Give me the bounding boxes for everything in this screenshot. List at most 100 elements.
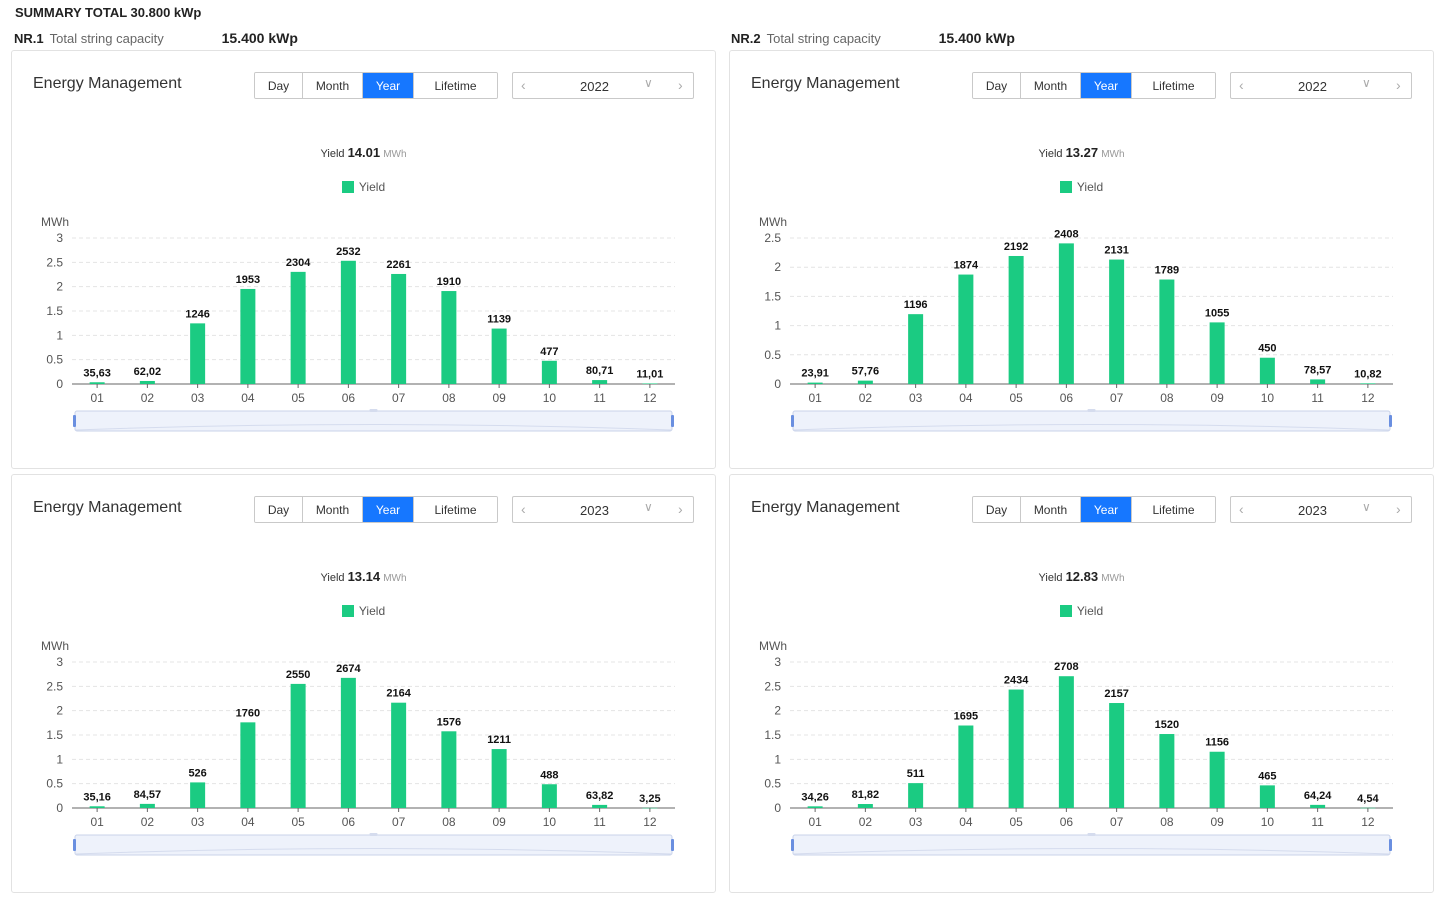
zoom-handle-left[interactable]	[791, 839, 794, 851]
zoom-handle-left[interactable]	[73, 415, 76, 427]
zoom-move-handle[interactable]	[369, 409, 378, 412]
bar[interactable]	[340, 260, 356, 384]
tab-day[interactable]: Day	[973, 497, 1021, 522]
bar[interactable]	[290, 271, 306, 384]
bar[interactable]	[857, 804, 873, 808]
bar[interactable]	[1259, 785, 1275, 808]
zoom-handle-left[interactable]	[73, 839, 76, 851]
bar[interactable]	[958, 725, 974, 808]
chevron-right-icon[interactable]: ›	[1396, 77, 1401, 93]
chevron-down-icon[interactable]: ∨	[644, 500, 653, 514]
bar[interactable]	[441, 731, 457, 808]
chevron-down-icon[interactable]: ∨	[644, 76, 653, 90]
tab-year[interactable]: Year	[363, 497, 414, 522]
bar[interactable]	[1209, 751, 1225, 808]
bar[interactable]	[89, 382, 105, 384]
bar[interactable]	[491, 328, 507, 384]
year-value[interactable]: 2022	[1298, 79, 1327, 94]
bar[interactable]	[190, 782, 206, 808]
bar[interactable]	[139, 803, 155, 808]
bar[interactable]	[290, 683, 306, 808]
zoom-move-handle[interactable]	[369, 833, 378, 836]
tab-year[interactable]: Year	[1081, 497, 1132, 522]
tab-month[interactable]: Month	[1021, 497, 1081, 522]
year-picker[interactable]: ‹ 2022 ∨ ›	[1230, 72, 1412, 99]
bar[interactable]	[1310, 804, 1326, 808]
bar[interactable]	[592, 380, 608, 384]
zoom-handle-right[interactable]	[1389, 839, 1392, 851]
chart-legend[interactable]: Yield	[730, 180, 1433, 194]
zoom-slider-track[interactable]	[74, 834, 673, 856]
chevron-left-icon[interactable]: ‹	[1239, 501, 1244, 517]
bar[interactable]	[1159, 734, 1175, 808]
chart-legend[interactable]: Yield	[12, 604, 715, 618]
bar[interactable]	[541, 784, 557, 808]
bar[interactable]	[642, 383, 658, 384]
year-picker[interactable]: ‹ 2022 ∨ ›	[512, 72, 694, 99]
bar[interactable]	[441, 291, 457, 384]
zoom-handle-right[interactable]	[1389, 415, 1392, 427]
zoom-slider-track[interactable]	[792, 410, 1391, 432]
tab-day[interactable]: Day	[973, 73, 1021, 98]
year-picker[interactable]: ‹ 2023 ∨ ›	[512, 496, 694, 523]
chevron-left-icon[interactable]: ‹	[1239, 77, 1244, 93]
bar[interactable]	[908, 783, 924, 808]
bar[interactable]	[340, 677, 356, 808]
chevron-down-icon[interactable]: ∨	[1362, 500, 1371, 514]
zoom-move-handle[interactable]	[1087, 833, 1096, 836]
bar[interactable]	[1058, 243, 1074, 384]
bar[interactable]	[807, 382, 823, 384]
bar[interactable]	[1360, 383, 1376, 384]
bar[interactable]	[1058, 676, 1074, 808]
bar[interactable]	[391, 273, 407, 384]
bar[interactable]	[240, 722, 256, 808]
year-value[interactable]: 2023	[1298, 503, 1327, 518]
zoom-handle-left[interactable]	[791, 415, 794, 427]
year-picker[interactable]: ‹ 2023 ∨ ›	[1230, 496, 1412, 523]
bar[interactable]	[391, 702, 407, 808]
year-value[interactable]: 2023	[580, 503, 609, 518]
bar[interactable]	[89, 806, 105, 808]
tab-year[interactable]: Year	[363, 73, 414, 98]
bar[interactable]	[807, 806, 823, 808]
bar[interactable]	[958, 274, 974, 384]
zoom-slider-track[interactable]	[74, 410, 673, 432]
bar[interactable]	[240, 288, 256, 384]
tab-lifetime[interactable]: Lifetime	[1132, 497, 1215, 522]
bar[interactable]	[1259, 357, 1275, 384]
chart-legend[interactable]: Yield	[730, 604, 1433, 618]
chart-legend[interactable]: Yield	[12, 180, 715, 194]
bar[interactable]	[1008, 689, 1024, 808]
bar[interactable]	[190, 323, 206, 384]
bar[interactable]	[1008, 255, 1024, 384]
chevron-right-icon[interactable]: ›	[1396, 501, 1401, 517]
bar[interactable]	[1109, 259, 1125, 384]
tab-day[interactable]: Day	[255, 497, 303, 522]
bar[interactable]	[541, 360, 557, 384]
tab-lifetime[interactable]: Lifetime	[414, 497, 497, 522]
bar[interactable]	[1109, 703, 1125, 808]
bar[interactable]	[1310, 379, 1326, 384]
tab-year[interactable]: Year	[1081, 73, 1132, 98]
tab-month[interactable]: Month	[303, 73, 363, 98]
bar[interactable]	[1209, 322, 1225, 384]
tab-month[interactable]: Month	[303, 497, 363, 522]
zoom-handle-right[interactable]	[671, 415, 674, 427]
tab-lifetime[interactable]: Lifetime	[414, 73, 497, 98]
chevron-left-icon[interactable]: ‹	[521, 501, 526, 517]
year-value[interactable]: 2022	[580, 79, 609, 94]
zoom-handle-right[interactable]	[671, 839, 674, 851]
bar[interactable]	[592, 804, 608, 808]
chevron-left-icon[interactable]: ‹	[521, 77, 526, 93]
zoom-move-handle[interactable]	[1087, 409, 1096, 412]
chevron-down-icon[interactable]: ∨	[1362, 76, 1371, 90]
bar[interactable]	[908, 314, 924, 384]
tab-day[interactable]: Day	[255, 73, 303, 98]
bar[interactable]	[491, 749, 507, 808]
tab-month[interactable]: Month	[1021, 73, 1081, 98]
bar[interactable]	[857, 380, 873, 384]
chevron-right-icon[interactable]: ›	[678, 77, 683, 93]
tab-lifetime[interactable]: Lifetime	[1132, 73, 1215, 98]
bar[interactable]	[139, 380, 155, 384]
bar[interactable]	[1159, 279, 1175, 384]
